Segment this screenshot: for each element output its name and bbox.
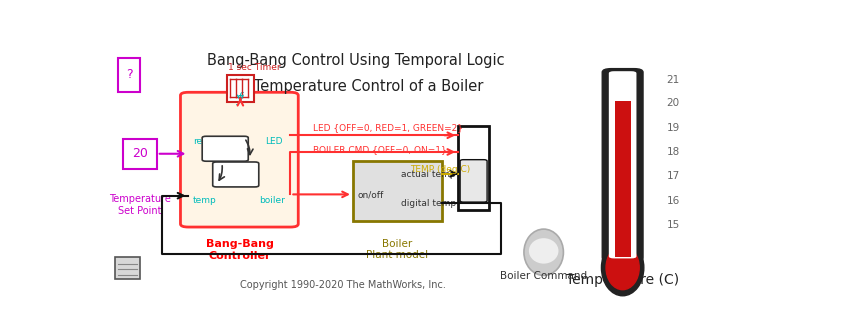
Text: Temperature (C): Temperature (C) [566,274,679,288]
Text: ƒ: ƒ [239,92,243,105]
Text: 19: 19 [666,123,680,133]
Text: actual temp: actual temp [401,170,456,179]
Text: digital temp: digital temp [401,199,456,208]
Text: 17: 17 [666,171,680,181]
Text: temp: temp [193,196,216,205]
FancyBboxPatch shape [227,75,254,102]
Ellipse shape [601,239,644,296]
FancyBboxPatch shape [353,161,441,221]
Ellipse shape [524,229,564,276]
Text: boiler: boiler [259,196,284,205]
Text: on/off: on/off [357,190,384,199]
Text: 18: 18 [666,147,680,157]
FancyBboxPatch shape [213,162,259,187]
Text: 15: 15 [666,220,680,230]
Bar [615,101,631,258]
FancyBboxPatch shape [122,139,157,169]
Text: Bang-Bang
Controller: Bang-Bang Controller [205,239,273,261]
Text: for Temperature Control of a Boiler: for Temperature Control of a Boiler [229,78,483,94]
Text: LED: LED [266,137,283,146]
Text: Copyright 1990-2020 The MathWorks, Inc.: Copyright 1990-2020 The MathWorks, Inc. [240,280,446,290]
Text: 20: 20 [666,98,680,108]
Text: LED {OFF=0, RED=1, GREEN=2}: LED {OFF=0, RED=1, GREEN=2} [313,123,464,132]
FancyBboxPatch shape [602,68,643,261]
FancyBboxPatch shape [118,58,140,92]
Text: reference: reference [193,137,237,146]
Text: TEMP (deg C): TEMP (deg C) [410,165,470,174]
Text: ?: ? [126,68,132,81]
Text: Boiler
Plant model: Boiler Plant model [366,238,428,260]
FancyBboxPatch shape [115,257,140,279]
Text: BOILER CMD {OFF=0, ON=1}: BOILER CMD {OFF=0, ON=1} [313,145,447,154]
FancyBboxPatch shape [460,160,487,202]
Ellipse shape [529,238,559,264]
FancyBboxPatch shape [458,126,489,210]
Text: 16: 16 [666,196,680,206]
FancyBboxPatch shape [609,71,637,259]
Text: Bang-Bang Control Using Temporal Logic: Bang-Bang Control Using Temporal Logic [207,53,505,68]
FancyBboxPatch shape [181,92,298,227]
Text: Temperature
Set Point: Temperature Set Point [109,194,171,216]
Text: 1 sec Timer: 1 sec Timer [228,63,280,72]
FancyBboxPatch shape [202,136,248,161]
Text: 20: 20 [132,147,148,160]
Ellipse shape [606,246,639,290]
Text: Boiler Command: Boiler Command [500,271,588,281]
Text: 21: 21 [666,75,680,85]
